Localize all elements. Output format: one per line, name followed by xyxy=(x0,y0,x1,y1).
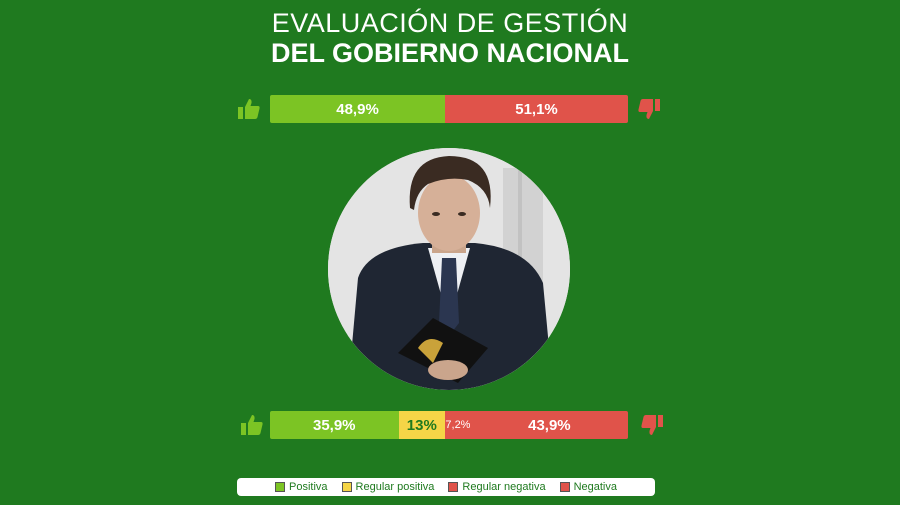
legend-item: Regular negativa xyxy=(448,481,546,493)
bar-segment-negativa: 51,1% xyxy=(445,95,628,123)
legend-label: Negativa xyxy=(573,481,617,493)
legend-swatch xyxy=(275,482,285,492)
president-photo xyxy=(328,148,570,390)
legend-swatch xyxy=(559,482,570,492)
bar-segment-regular-positiva: 13% xyxy=(398,411,446,439)
legend-item: Negativa xyxy=(559,481,617,493)
legend-item: Positiva xyxy=(275,481,328,493)
thumbs-down-icon xyxy=(638,99,660,119)
portrait-illustration xyxy=(328,148,570,390)
legend-label: Positiva xyxy=(289,481,328,493)
bar-segment-positiva: 48,9% xyxy=(270,95,446,123)
legend-item: Regular positiva xyxy=(341,481,435,493)
legend-label: Regular negativa xyxy=(462,481,546,493)
title-line-1: EVALUACIÓN DE GESTIÓN xyxy=(271,8,629,38)
legend-swatch xyxy=(448,482,459,492)
bottom-stacked-bar: 35,9% 13% 7,2% 43,9% xyxy=(270,411,628,439)
legend-label: Regular positiva xyxy=(355,481,435,493)
thumbs-up-icon xyxy=(238,99,260,119)
thumbs-up-icon xyxy=(241,415,263,435)
thumbs-down-icon xyxy=(641,415,663,435)
bar-segment-regular-negativa: 7,2% xyxy=(445,411,471,439)
legend: Positiva Regular positiva Regular negativa… xyxy=(237,478,655,496)
bar-segment-positiva: 35,9% xyxy=(270,411,399,439)
title-line-2: DEL GOBIERNO NACIONAL xyxy=(270,38,629,68)
legend-swatch xyxy=(341,482,352,492)
top-stacked-bar: 48,9% 51,1% xyxy=(270,95,628,123)
bar-segment-negativa: 43,9% xyxy=(470,411,628,439)
